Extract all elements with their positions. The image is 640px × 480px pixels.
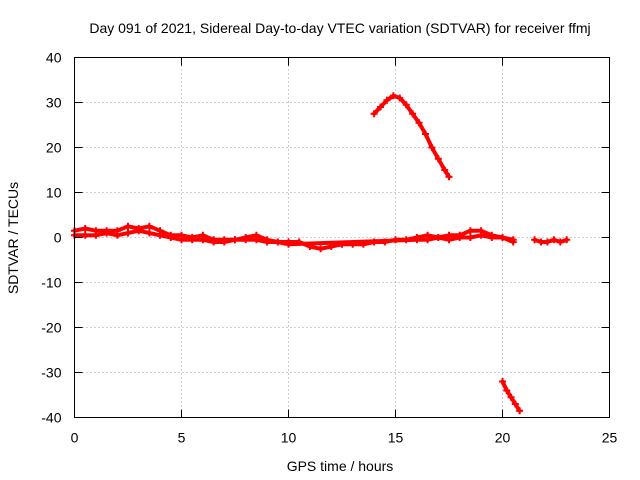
data-point <box>563 236 571 244</box>
data-point <box>477 231 485 239</box>
data-point <box>409 110 417 118</box>
data-point <box>424 236 432 244</box>
data-point <box>507 393 515 401</box>
data-point <box>124 222 132 230</box>
data-points <box>71 92 571 415</box>
data-point <box>103 229 111 237</box>
data-point <box>550 236 558 244</box>
data-point <box>135 227 143 235</box>
data-point <box>531 236 539 244</box>
data-point <box>145 229 153 237</box>
data-point <box>445 173 453 181</box>
data-point <box>396 94 404 102</box>
data-point <box>81 231 89 239</box>
y-tick-label: -40 <box>41 410 61 426</box>
data-point <box>389 92 397 100</box>
data-point <box>210 238 218 246</box>
data-point <box>456 234 464 241</box>
data-point <box>445 236 453 244</box>
tick-labels: 0 5 10 15 20 25 -40 -30 -20 -10 0 10 20 30 40 <box>41 50 617 446</box>
data-point <box>199 236 207 244</box>
data-point <box>377 103 385 111</box>
x-tick-label: 10 <box>281 430 297 446</box>
data-point <box>274 238 282 246</box>
y-tick-label: 40 <box>46 50 62 66</box>
data-point <box>413 236 421 244</box>
data-point <box>499 378 506 385</box>
data-point <box>156 231 164 239</box>
grid-lines <box>74 57 610 418</box>
series-track-e <box>531 236 571 246</box>
data-point <box>231 236 239 244</box>
series-track-d <box>499 378 524 415</box>
data-point <box>556 238 564 246</box>
y-axis-label: SDTVAR / TECUs <box>5 182 21 294</box>
data-point <box>145 222 153 230</box>
data-point <box>466 227 474 235</box>
data-point <box>509 238 517 246</box>
data-point <box>415 119 423 127</box>
series-trace <box>72 228 516 247</box>
data-point <box>252 236 260 244</box>
data-point <box>188 236 196 244</box>
data-point <box>511 400 519 408</box>
data-point <box>263 238 271 246</box>
data-point <box>124 229 132 237</box>
data-point <box>402 101 410 109</box>
data-point <box>317 245 325 253</box>
data-point <box>499 234 506 241</box>
tick-marks <box>74 57 610 418</box>
series-track-b <box>71 227 517 248</box>
x-tick-label: 5 <box>178 430 186 446</box>
data-point <box>466 234 474 241</box>
data-point <box>370 110 378 118</box>
y-tick-label: 30 <box>46 95 62 111</box>
series-track-c <box>370 92 453 181</box>
y-tick-label: -20 <box>41 320 61 336</box>
data-point <box>421 130 429 138</box>
data-point <box>503 387 511 394</box>
y-tick-label: 10 <box>46 185 62 201</box>
data-point <box>167 234 175 241</box>
data-point <box>543 238 551 246</box>
data-point <box>113 231 121 239</box>
x-tick-label: 0 <box>71 430 79 446</box>
data-point <box>434 234 442 241</box>
x-tick-label: 25 <box>602 430 618 446</box>
data-point <box>92 231 100 239</box>
y-tick-label: 0 <box>54 230 62 246</box>
data-point <box>178 236 185 244</box>
data-point <box>383 96 391 104</box>
y-tick-label: -30 <box>41 365 61 381</box>
series-trace <box>372 93 451 179</box>
data-point <box>537 238 545 246</box>
data-point <box>220 238 228 246</box>
x-tick-label: 20 <box>495 430 511 446</box>
data-point <box>242 236 250 244</box>
data-point <box>516 407 524 415</box>
data-point <box>488 234 496 241</box>
x-axis-label: GPS time / hours <box>287 458 394 474</box>
data-point <box>434 155 442 163</box>
x-tick-label: 15 <box>388 430 404 446</box>
y-tick-label: 20 <box>46 140 62 156</box>
chart-title: Day 091 of 2021, Sidereal Day-to-day VTE… <box>89 20 590 36</box>
y-tick-label: -10 <box>41 275 61 291</box>
data-point <box>285 240 292 248</box>
data-point <box>441 166 449 174</box>
data-point <box>428 144 436 151</box>
data-point <box>81 225 89 232</box>
